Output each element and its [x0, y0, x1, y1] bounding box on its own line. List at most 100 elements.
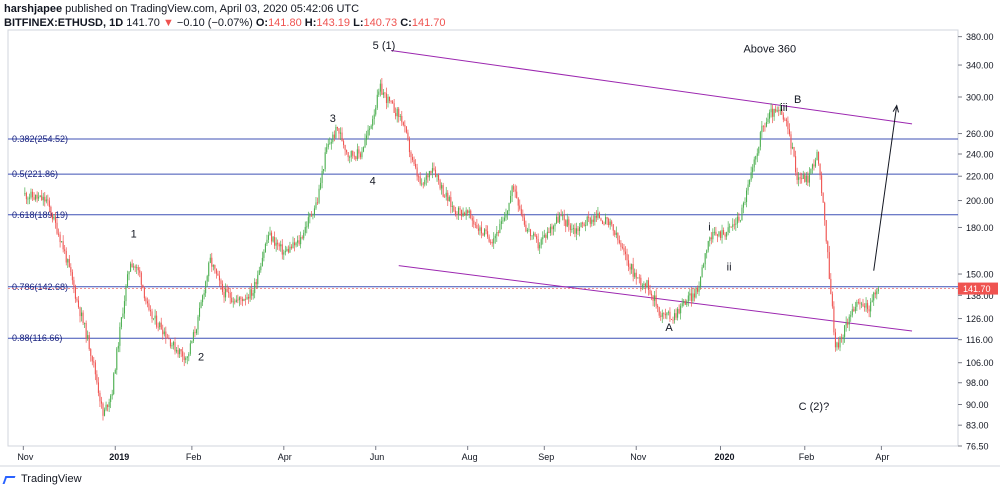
candle-body	[822, 193, 824, 203]
fib-label: 0.618(189.19)	[12, 210, 68, 220]
candle-body	[134, 266, 136, 268]
candle-body	[297, 240, 299, 243]
candle-body	[756, 153, 758, 157]
candle-body	[330, 141, 332, 144]
y-tick-label: 240.00	[966, 149, 994, 159]
close-value: 141.70	[411, 17, 446, 29]
candle-body	[857, 301, 859, 303]
candle-body	[56, 222, 58, 234]
candle-body	[842, 336, 844, 339]
candle-body	[84, 322, 86, 324]
candle-body	[801, 178, 803, 180]
candle-body	[660, 315, 662, 317]
candle-body	[601, 220, 604, 224]
candle-body	[788, 129, 790, 135]
candle-body	[298, 240, 300, 245]
candle-body	[651, 293, 653, 296]
candle-body	[376, 94, 378, 108]
candle-body	[531, 235, 533, 237]
candle-body	[782, 114, 784, 120]
candle-body	[90, 349, 92, 356]
candle-body	[796, 172, 798, 180]
candle-body	[390, 101, 392, 102]
candle-body	[94, 362, 96, 375]
candle-body	[768, 112, 771, 119]
candle-body	[811, 164, 813, 169]
candle-body	[361, 151, 363, 158]
brand-label[interactable]: TradingView	[21, 473, 82, 485]
candle-body	[336, 126, 338, 129]
candle-body	[248, 296, 250, 299]
y-tick-label: 150.00	[966, 270, 994, 280]
candle-body	[519, 205, 521, 209]
candle-body	[537, 239, 539, 249]
author-name[interactable]: harshjapee	[4, 3, 63, 15]
candle-body	[824, 202, 826, 221]
candle-body	[145, 298, 147, 302]
candle-body	[255, 282, 257, 285]
candle-body	[457, 207, 460, 215]
candle-body	[244, 299, 247, 300]
candle-body	[198, 307, 201, 317]
candle-body	[615, 232, 617, 235]
candle-body	[316, 202, 319, 204]
candle-body	[61, 241, 63, 243]
candle-body	[327, 143, 329, 148]
candle-body	[643, 283, 645, 286]
candle-body	[574, 228, 576, 234]
candle-body	[139, 270, 141, 273]
candle-body	[525, 224, 527, 232]
candle-body	[549, 226, 551, 233]
candle-body	[623, 247, 625, 252]
candle-body	[621, 246, 623, 248]
candle-body	[654, 295, 656, 301]
candle-body	[168, 338, 170, 340]
candle-body	[188, 353, 190, 357]
candle-body	[287, 248, 289, 253]
candle-body	[483, 229, 486, 236]
candle-body	[156, 315, 158, 327]
fib-label: 0.382(254.52)	[12, 134, 68, 144]
candle-body	[520, 208, 522, 215]
wave-annotation: Above 360	[743, 44, 796, 56]
candle-body	[798, 177, 800, 180]
candle-body	[448, 197, 450, 202]
candle-body	[641, 285, 643, 286]
candle-body	[687, 295, 689, 302]
candle-body	[742, 202, 745, 208]
candle-body	[240, 297, 242, 299]
candle-body	[427, 175, 429, 178]
candle-body	[802, 174, 804, 179]
candle-body	[761, 125, 763, 133]
candle-body	[868, 309, 870, 312]
candle-body	[617, 232, 619, 241]
candle-body	[306, 226, 308, 228]
candle-body	[710, 237, 712, 240]
candle-body	[444, 196, 446, 198]
candle-body	[502, 220, 504, 222]
candle-body	[470, 210, 472, 218]
candle-body	[539, 244, 541, 249]
candle-body	[206, 276, 208, 282]
candle-body	[730, 226, 732, 228]
open-label: O:	[255, 17, 269, 29]
candle-body	[326, 147, 328, 153]
candle-body	[447, 192, 449, 202]
candle-body	[545, 234, 547, 238]
candle-body	[211, 257, 213, 267]
candle-body	[543, 234, 545, 238]
candle-body	[450, 197, 452, 207]
candle-body	[153, 318, 155, 320]
candle-body	[646, 280, 648, 287]
candle-body	[249, 289, 251, 299]
candle-body	[577, 228, 579, 231]
candle-body	[281, 244, 283, 255]
candle-body	[419, 176, 421, 184]
candle-body	[479, 227, 481, 231]
candle-body	[753, 159, 755, 168]
candle-body	[102, 403, 104, 416]
candle-body	[828, 252, 830, 279]
candle-body	[215, 268, 217, 274]
candle-body	[333, 134, 335, 138]
